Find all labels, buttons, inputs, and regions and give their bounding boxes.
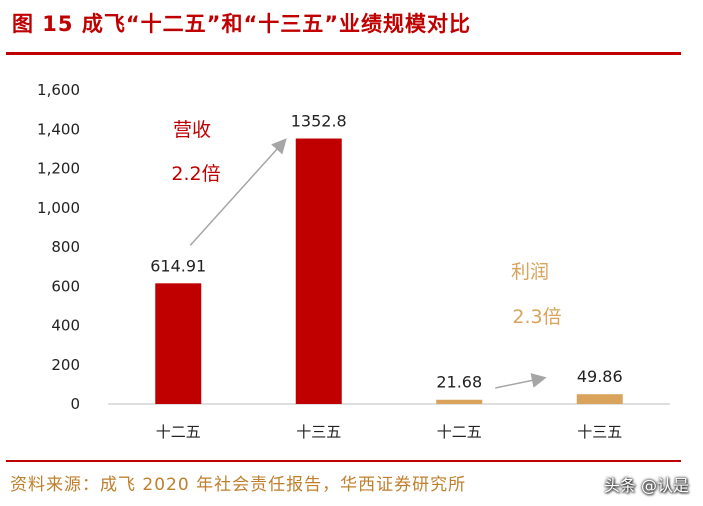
y-tick-label: 0 bbox=[70, 395, 80, 413]
y-tick-label: 1,200 bbox=[37, 160, 80, 178]
x-tick-label: 十二五 bbox=[156, 423, 201, 441]
revenue-ratio-label: 2.2倍 bbox=[171, 163, 220, 185]
source-rule bbox=[6, 460, 681, 462]
data-label: 1352.8 bbox=[291, 112, 347, 131]
profit-annotation-label: 利润 bbox=[511, 261, 549, 283]
y-tick-label: 400 bbox=[51, 317, 80, 335]
y-tick-label: 1,600 bbox=[37, 81, 80, 99]
data-label: 21.68 bbox=[436, 373, 482, 392]
y-tick-label: 200 bbox=[51, 356, 80, 374]
title-rule bbox=[6, 52, 681, 55]
bar bbox=[436, 399, 483, 404]
profit-growth-arrow bbox=[495, 373, 547, 389]
figure-title: 图 15 成飞“十二五”和“十三五”业绩规模对比 bbox=[12, 12, 472, 36]
source-note: 资料来源：成飞 2020 年社会责任报告，华西证券研究所 bbox=[10, 475, 467, 495]
x-tick-label: 十三五 bbox=[296, 423, 341, 441]
watermark: 头条 @认是 bbox=[603, 476, 689, 495]
x-tick-label: 十二五 bbox=[437, 423, 482, 441]
y-tick-label: 800 bbox=[51, 238, 80, 256]
revenue-annotation-label: 营收 bbox=[173, 119, 211, 141]
bar bbox=[295, 138, 342, 404]
data-label: 49.86 bbox=[577, 367, 623, 386]
y-tick-label: 1,000 bbox=[37, 199, 80, 217]
revenue-growth-arrow bbox=[189, 138, 287, 246]
y-tick-label: 600 bbox=[51, 277, 80, 295]
bar bbox=[155, 283, 202, 404]
x-tick-label: 十三五 bbox=[577, 423, 622, 441]
y-tick-label: 1,400 bbox=[37, 120, 80, 138]
profit-ratio-label: 2.3倍 bbox=[512, 306, 561, 328]
data-label: 614.91 bbox=[150, 256, 206, 275]
bar bbox=[576, 394, 623, 404]
